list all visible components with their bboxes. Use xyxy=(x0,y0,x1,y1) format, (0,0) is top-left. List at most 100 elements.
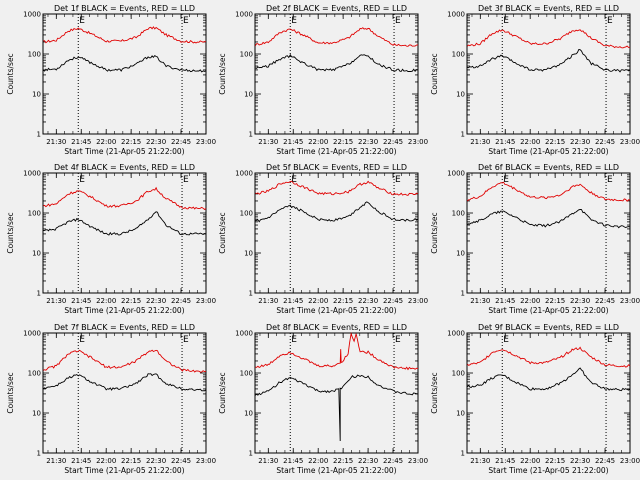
y-tick-label: 10 xyxy=(32,410,41,418)
y-tick-label: 10 xyxy=(244,91,253,99)
panel-det-4f: Det 4f BLACK = Events, RED = LLD 1 10 100 10… xyxy=(6,163,216,315)
marker-label-right: E xyxy=(607,175,613,185)
x-tick-label: 22:45 xyxy=(595,138,615,146)
x-tick-label: 22:30 xyxy=(570,138,590,146)
x-tick-label: 21:45 xyxy=(283,138,303,146)
y-tick-label: 1000 xyxy=(447,170,465,178)
x-tick-label: 21:30 xyxy=(470,297,490,305)
x-tick-label: 22:00 xyxy=(96,138,116,146)
x-tick-label: 21:45 xyxy=(283,297,303,305)
plot-frame xyxy=(42,332,207,454)
y-tick-label: 1000 xyxy=(23,330,41,338)
x-tick-label: 22:15 xyxy=(121,297,141,305)
x-tick-label: 21:45 xyxy=(495,297,515,305)
x-axis-label: Start Time (21-Apr-05 21:22:00) xyxy=(276,306,396,315)
marker-label-right: E xyxy=(395,335,401,345)
x-tick-label: 22:15 xyxy=(545,297,565,305)
series-events-line xyxy=(467,49,631,73)
series-lld-line xyxy=(255,331,419,371)
plot-frame xyxy=(42,13,207,135)
x-tick-label: 23:00 xyxy=(196,138,216,146)
y-tick-label: 1000 xyxy=(235,330,253,338)
x-tick-label: 21:30 xyxy=(470,138,490,146)
y-tick-label: 1000 xyxy=(235,11,253,19)
x-tick-label: 22:00 xyxy=(96,297,116,305)
x-tick-label: 22:00 xyxy=(520,297,540,305)
x-tick-label: 21:45 xyxy=(283,457,303,465)
y-tick-label: 1 xyxy=(249,450,253,458)
panel-det-5f: Det 5f BLACK = Events, RED = LLD 1 10 100 10… xyxy=(218,163,428,315)
y-axis-label: Counts/sec xyxy=(6,372,15,413)
y-tick-label: 1 xyxy=(37,131,41,139)
x-axis-label: Start Time (21-Apr-05 21:22:00) xyxy=(276,466,396,475)
x-tick-label: 21:30 xyxy=(46,138,66,146)
marker-label-right: E xyxy=(183,16,189,26)
panel-title: Det 8f BLACK = Events, RED = LLD xyxy=(266,323,407,332)
x-tick-label: 22:45 xyxy=(383,297,403,305)
x-axis-label: Start Time (21-Apr-05 21:22:00) xyxy=(488,306,608,315)
marker-label-right: E xyxy=(395,175,401,185)
x-tick-label: 21:45 xyxy=(495,457,515,465)
x-tick-label: 21:30 xyxy=(46,297,66,305)
plot-frame xyxy=(254,332,419,454)
x-tick-label: 22:45 xyxy=(171,138,191,146)
panel-det-8f: Det 8f BLACK = Events, RED = LLD 1 10 100 10… xyxy=(218,323,428,475)
panel-det-1f: Det 1f BLACK = Events, RED = LLD 1 10 100 10… xyxy=(6,4,216,156)
x-tick-label: 22:15 xyxy=(545,138,565,146)
series-lld-line xyxy=(43,349,207,373)
y-tick-label: 1000 xyxy=(447,11,465,19)
series-events-line xyxy=(255,374,419,442)
series-events-line xyxy=(43,373,207,392)
marker-label-right: E xyxy=(607,335,613,345)
marker-label-left: E xyxy=(79,16,85,26)
x-tick-label: 21:45 xyxy=(495,138,515,146)
panel-title: Det 4f BLACK = Events, RED = LLD xyxy=(54,163,195,172)
marker-label-right: E xyxy=(183,175,189,185)
y-tick-label: 10 xyxy=(244,410,253,418)
marker-label-right: E xyxy=(395,16,401,26)
panel-title: Det 7f BLACK = Events, RED = LLD xyxy=(54,323,195,332)
marker-label-right: E xyxy=(183,335,189,345)
marker-label-left: E xyxy=(503,16,509,26)
y-tick-label: 100 xyxy=(240,210,253,218)
panel-det-3f: Det 3f BLACK = Events, RED = LLD 1 10 100 10… xyxy=(430,4,640,156)
x-tick-label: 22:45 xyxy=(595,297,615,305)
y-tick-label: 100 xyxy=(240,370,253,378)
y-tick-label: 100 xyxy=(452,51,465,59)
y-tick-label: 100 xyxy=(28,370,41,378)
panel-title: Det 3f BLACK = Events, RED = LLD xyxy=(478,4,619,13)
series-lld-line xyxy=(466,181,631,202)
x-tick-label: 22:30 xyxy=(570,297,590,305)
marker-label-left: E xyxy=(291,335,297,345)
y-axis-label: Counts/sec xyxy=(430,212,439,253)
panel-title: Det 1f BLACK = Events, RED = LLD xyxy=(54,4,195,13)
y-tick-label: 10 xyxy=(456,410,465,418)
y-axis-label: Counts/sec xyxy=(218,212,227,253)
panel-title: Det 9f BLACK = Events, RED = LLD xyxy=(478,323,619,332)
y-tick-label: 1 xyxy=(461,131,465,139)
x-tick-label: 22:45 xyxy=(383,457,403,465)
series-events-line xyxy=(255,201,419,223)
series-lld-line xyxy=(43,186,207,211)
panel-title: Det 5f BLACK = Events, RED = LLD xyxy=(266,163,407,172)
x-tick-label: 23:00 xyxy=(408,297,428,305)
x-axis-label: Start Time (21-Apr-05 21:22:00) xyxy=(64,306,184,315)
y-tick-label: 100 xyxy=(240,51,253,59)
x-tick-label: 22:15 xyxy=(333,297,353,305)
x-tick-label: 22:00 xyxy=(308,138,328,146)
x-tick-label: 22:45 xyxy=(595,457,615,465)
y-tick-label: 100 xyxy=(452,370,465,378)
y-tick-label: 10 xyxy=(244,250,253,258)
series-lld-line xyxy=(467,346,631,368)
y-tick-label: 10 xyxy=(456,91,465,99)
x-tick-label: 22:15 xyxy=(121,457,141,465)
x-tick-label: 22:00 xyxy=(96,457,116,465)
x-tick-label: 22:30 xyxy=(358,297,378,305)
marker-label-left: E xyxy=(503,335,509,345)
panel-det-6f: Det 6f BLACK = Events, RED = LLD 1 10 100 10… xyxy=(430,163,640,315)
x-tick-label: 22:30 xyxy=(146,297,166,305)
marker-label-left: E xyxy=(291,175,297,185)
y-tick-label: 1000 xyxy=(447,330,465,338)
y-tick-label: 1000 xyxy=(23,11,41,19)
